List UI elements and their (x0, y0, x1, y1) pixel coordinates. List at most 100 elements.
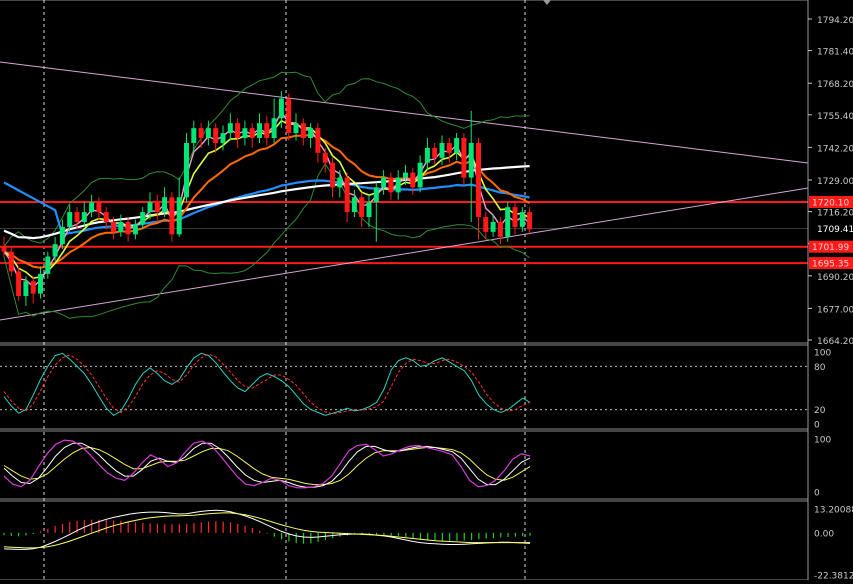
candle-body (293, 123, 299, 134)
candle-body (439, 142, 445, 158)
stochastic-2-axis-label: 0 (814, 489, 820, 499)
candle-body (30, 281, 36, 294)
candle-body (198, 128, 204, 139)
candle-body (490, 221, 496, 232)
candle-body (512, 207, 518, 227)
candle-body (147, 202, 153, 213)
period-separator-marker (543, 0, 551, 5)
candle-body (176, 197, 182, 235)
candle-body (366, 202, 372, 218)
current-price-tag: 1709.41 (817, 225, 853, 235)
candle-body (308, 128, 314, 139)
candle-body (278, 98, 284, 119)
candle-body (169, 197, 175, 235)
price-axis-label: 1690.20 (817, 273, 853, 283)
candle-body (337, 177, 343, 188)
current-price-tag-bg (809, 222, 853, 235)
price-level-tag: 1701.99 (812, 243, 849, 253)
candle-body (16, 271, 22, 297)
candle-body (242, 128, 248, 139)
candle-body (205, 128, 211, 139)
candle-body (381, 177, 387, 188)
candle-body (483, 217, 489, 232)
stochastic-2-axis-label: 100 (814, 436, 831, 446)
price-axis-label: 1677.00 (817, 305, 853, 315)
stochastic-signal-line (3, 353, 531, 415)
candle-body (184, 142, 189, 198)
ma-orange-line (3, 133, 531, 269)
candle-body (286, 98, 292, 134)
candle-body (315, 128, 321, 153)
candle-body (424, 147, 430, 163)
candle-body (81, 212, 87, 222)
price-level-tag-bg (809, 195, 853, 208)
trendline-descending[interactable] (0, 61, 809, 164)
candle-body (59, 226, 65, 245)
macd-axis-label: 0.00 (814, 529, 834, 539)
candle-body (249, 128, 255, 139)
stochastic-2-main-line (3, 439, 531, 489)
candle-body (468, 142, 474, 178)
candle-body (388, 177, 394, 193)
price-axis-label: 1794.20 (817, 16, 853, 26)
candle-body (446, 142, 452, 153)
candle-body (359, 197, 365, 218)
candle-body (235, 123, 241, 139)
stochastic-2-panel-frame (0, 430, 809, 500)
stochastic-2-slow-line (3, 446, 531, 486)
stochastic-axis-label: 80 (814, 363, 826, 373)
candle-body (111, 221, 116, 232)
price-axis-label: 1716.20 (817, 209, 853, 219)
candle-body (220, 133, 226, 143)
ma-white-line (3, 165, 530, 240)
stochastic-axis-label: 0 (814, 421, 820, 431)
candle-body (38, 273, 43, 294)
candle-body (461, 138, 467, 178)
candle-body (505, 207, 511, 237)
candle-body (330, 162, 335, 188)
candle-body (417, 162, 423, 188)
price-level-tag: 1695.35 (812, 260, 849, 270)
candle-body (45, 256, 51, 274)
macd-signal-line (3, 512, 530, 549)
price-level-tag-bg (809, 240, 853, 253)
price-level-tag: 1720.10 (812, 198, 849, 208)
candle-body (162, 197, 168, 213)
candle-body (519, 212, 525, 227)
candle-body (395, 177, 401, 193)
price-axis-label: 1781.40 (817, 48, 853, 58)
candle-body (52, 244, 58, 257)
macd-axis-label: 13.20088 (814, 506, 853, 516)
stochastic-axis-label: 100 (814, 349, 831, 359)
macd-axis-label: -22.3812 (814, 572, 853, 581)
candle-body (118, 221, 124, 232)
candle-body (373, 187, 379, 203)
macd-main-line (3, 509, 531, 550)
price-axis-label: 1768.20 (817, 80, 853, 90)
candle-body (8, 251, 14, 272)
candle-body (344, 177, 350, 213)
bollinger-upper (3, 71, 530, 247)
candle-body (125, 221, 131, 235)
candle-body (322, 152, 328, 163)
candle-body (132, 224, 138, 235)
candle-body (191, 128, 197, 143)
candle-body (271, 118, 277, 139)
price-level-tag-bg (809, 257, 853, 270)
candle-body (300, 123, 306, 139)
price-axis-label: 1664.20 (817, 337, 853, 347)
candle-body (140, 212, 146, 225)
stochastic-axis-label: 20 (814, 406, 826, 416)
candle-body (410, 172, 416, 188)
stochastic-main-line (3, 352, 531, 417)
main-panel-frame (0, 0, 809, 344)
trendline-ascending[interactable] (0, 187, 809, 321)
ma-blue-line (3, 179, 530, 236)
candle-body (74, 212, 80, 222)
macd-panel-frame (0, 500, 809, 581)
candle-body (154, 202, 160, 213)
candle-body (264, 123, 270, 139)
candle-body (227, 123, 233, 134)
